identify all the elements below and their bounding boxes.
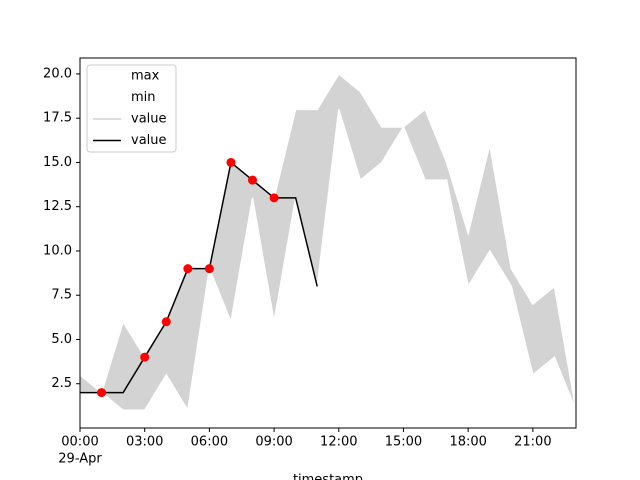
date-label: 29-Apr (58, 452, 102, 467)
x-tick-label: 18:00 (449, 435, 486, 450)
point-marker (161, 317, 171, 327)
point-marker (204, 264, 214, 274)
legend-label: value (131, 112, 167, 127)
series-line (80, 109, 576, 413)
point-marker (140, 352, 150, 362)
x-axis-label: timestamp (293, 473, 363, 480)
point-marker (226, 157, 236, 167)
plot-frame (79, 57, 577, 429)
point-marker (269, 193, 279, 203)
y-tick-label: 7.5 (51, 288, 72, 303)
x-tick-label: 09:00 (255, 435, 292, 450)
legend-label: max (131, 69, 160, 84)
point-marker (97, 388, 107, 398)
x-tick-label: 21:00 (514, 435, 551, 450)
y-tick-label: 10.0 (43, 243, 72, 258)
y-tick-label: 5.0 (51, 332, 72, 347)
y-tick-label: 2.5 (51, 376, 72, 391)
legend-label: min (131, 90, 156, 105)
x-tick-label: 03:00 (126, 435, 163, 450)
x-tick-label: 06:00 (191, 435, 228, 450)
x-tick-label: 00:00 (61, 435, 98, 450)
point-marker (248, 175, 258, 185)
x-tick-label: 15:00 (385, 435, 422, 450)
legend-label: value (131, 133, 167, 148)
y-tick-label: 20.0 (43, 66, 72, 81)
point-marker (183, 264, 193, 274)
y-tick-label: 17.5 (43, 111, 72, 126)
x-tick-label: 12:00 (320, 435, 357, 450)
legend-box (86, 64, 177, 153)
y-tick-label: 15.0 (43, 155, 72, 170)
y-tick-label: 12.5 (43, 199, 72, 214)
